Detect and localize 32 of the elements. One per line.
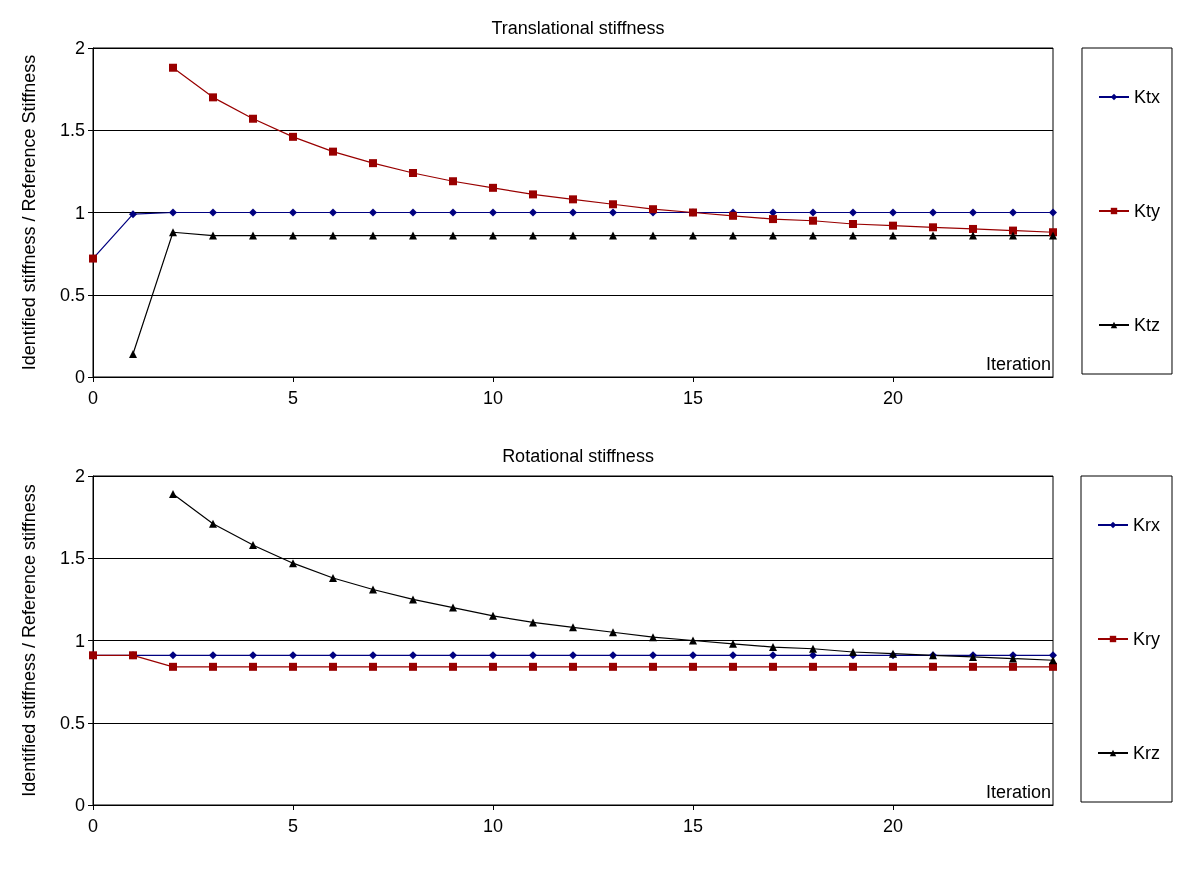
x-tick-label: 20 — [882, 816, 904, 836]
legend-label: Ktx — [1133, 87, 1161, 107]
legend-label: Kty — [1133, 201, 1161, 221]
y-tick-label: 2 — [74, 466, 85, 486]
y-axis-title: Identified stiffness / Reference stiffness — [19, 484, 39, 797]
x-tick-label: 5 — [287, 816, 299, 836]
y-tick-label: 1 — [74, 630, 85, 651]
x-axis-title: Iteration — [985, 354, 1051, 374]
y-tick-label: 2 — [74, 38, 85, 58]
x-axis-title: Iteration — [985, 782, 1051, 802]
chart-title: Translational stiffness — [491, 18, 665, 38]
x-tick-label: 10 — [482, 388, 504, 408]
y-tick-label: 0 — [74, 795, 85, 815]
x-tick-label: 0 — [87, 388, 99, 408]
legend-label: Kry — [1133, 629, 1160, 649]
y-tick-label: 1 — [74, 202, 85, 223]
legend-label: Krz — [1133, 743, 1160, 763]
x-tick-label: 10 — [482, 816, 504, 836]
legend-label: Krx — [1133, 515, 1160, 535]
x-tick-label: 0 — [87, 816, 99, 836]
legend-label: Ktz — [1133, 315, 1161, 335]
chart-title: Rotational stiffness — [502, 446, 654, 466]
y-tick-label: 0.5 — [59, 284, 85, 305]
y-tick-label: 0.5 — [59, 712, 85, 733]
x-tick-label: 20 — [882, 388, 904, 408]
y-axis-title: Identified stiffness / Reference Stiffness — [19, 54, 39, 371]
y-tick-label: 1.5 — [59, 548, 85, 569]
y-tick-label: 0 — [74, 367, 85, 387]
x-tick-label: 15 — [682, 388, 704, 408]
x-tick-label: 5 — [287, 388, 299, 408]
y-tick-label: 1.5 — [59, 120, 85, 141]
x-tick-label: 15 — [682, 816, 704, 836]
